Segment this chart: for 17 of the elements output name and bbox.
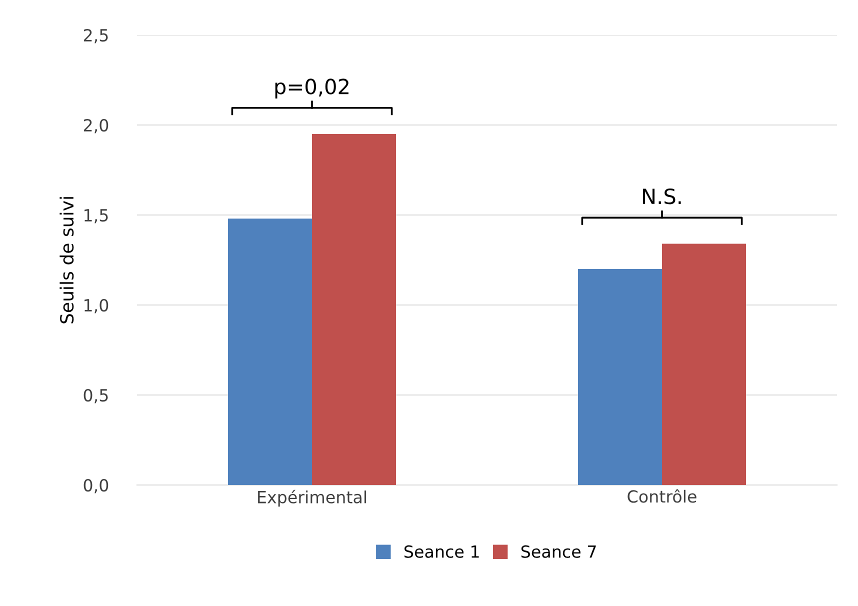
y-tick-label: 2,5 xyxy=(84,28,108,44)
y-tick-label: 2,0 xyxy=(84,118,108,134)
y-axis-title: Seuils de suivi xyxy=(60,197,74,324)
annotation: N.S. xyxy=(643,188,681,204)
x-tick-label: Contrôle xyxy=(628,489,696,503)
legend-label: Seance 7 xyxy=(521,545,596,558)
bar xyxy=(312,134,396,485)
legend-label: Seance 1 xyxy=(404,545,479,558)
y-tick-label: 1,0 xyxy=(84,298,108,314)
y-tick-label: 0,5 xyxy=(84,388,108,404)
bar xyxy=(662,244,746,485)
y-tick-label: 0,0 xyxy=(84,478,108,494)
bar xyxy=(228,218,312,485)
y-tick-label: 1,5 xyxy=(84,209,108,224)
annotation: p=0,02 xyxy=(275,78,348,98)
x-tick-label: Expérimental xyxy=(258,490,366,507)
bar xyxy=(578,269,662,485)
